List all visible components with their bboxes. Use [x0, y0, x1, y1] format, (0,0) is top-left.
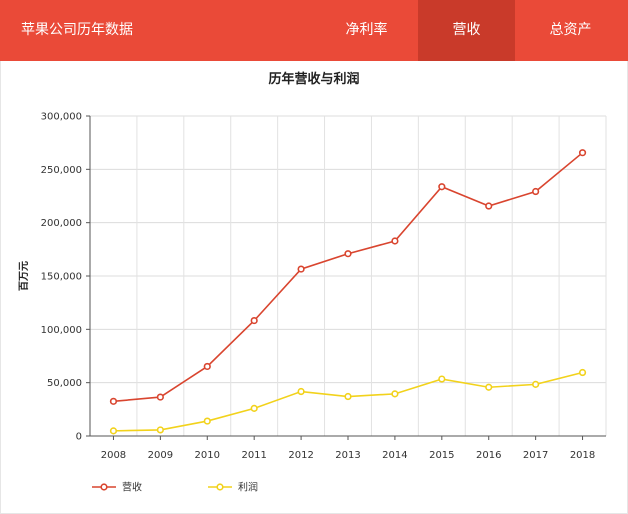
legend-marker: [216, 483, 224, 491]
tab-revenue[interactable]: 营收: [418, 0, 515, 61]
data-point: [578, 149, 587, 157]
data-point: [344, 392, 352, 401]
y-tick-label: 0: [76, 432, 82, 443]
legend-label: 利润: [238, 481, 258, 494]
x-tick-label: 2017: [523, 450, 548, 461]
x-tick-label: 2009: [148, 450, 173, 461]
app-title: 苹果公司历年数据: [21, 22, 133, 38]
data-point: [156, 393, 164, 401]
data-point: [109, 397, 118, 405]
data-point: [109, 427, 118, 435]
x-tick-label: 2014: [382, 450, 407, 461]
data-point: [391, 237, 399, 245]
data-point: [438, 183, 446, 191]
data-point: [156, 426, 164, 434]
legend: 营收 利润: [92, 481, 258, 494]
x-tick-label: 2018: [570, 450, 595, 461]
x-tick-label: 2011: [241, 450, 266, 461]
y-tick-label: 250,000: [41, 165, 82, 176]
data-point: [485, 202, 493, 210]
y-tick-label: 200,000: [41, 218, 82, 229]
x-tick-label: 2015: [429, 450, 454, 461]
y-tick-label: 150,000: [41, 272, 82, 283]
y-tick-label: 50,000: [47, 378, 82, 389]
axes: [86, 115, 606, 440]
data-point: [250, 404, 258, 412]
data-point: [391, 390, 399, 398]
x-tick-label: 2013: [335, 450, 360, 461]
data-point: [578, 368, 587, 377]
x-tick-label: 2008: [101, 450, 126, 461]
legend-marker: [100, 483, 108, 491]
data-point: [344, 250, 352, 258]
data-point: [297, 265, 305, 273]
x-tick-label: 2012: [288, 450, 313, 461]
legend-label: 营收: [122, 481, 142, 494]
chart-title: 历年营收与利润: [268, 72, 360, 87]
top-bar: 苹果公司历年数据 净利率 营收 总资产: [0, 0, 628, 61]
data-point: [438, 375, 446, 383]
y-axis-label: 百万元: [18, 261, 30, 291]
data-point: [532, 380, 540, 388]
tab-net-margin[interactable]: 净利率: [345, 22, 388, 38]
data-point: [203, 417, 211, 425]
tab-total-assets[interactable]: 总资产: [549, 22, 592, 38]
series-lines: [109, 149, 587, 435]
data-point: [203, 362, 211, 371]
x-tick-label: 2010: [195, 450, 220, 461]
data-point: [532, 187, 540, 196]
data-point: [297, 387, 305, 396]
data-point: [250, 316, 258, 325]
grid-lines: [90, 115, 607, 436]
y-tick-label: 300,000: [41, 112, 82, 123]
tick-labels: 0 50,000 100,000 150,000 200,000 250,000 300,0…: [41, 112, 596, 462]
data-point: [485, 383, 493, 391]
y-tick-label: 100,000: [41, 325, 82, 336]
x-tick-label: 2016: [476, 450, 501, 461]
